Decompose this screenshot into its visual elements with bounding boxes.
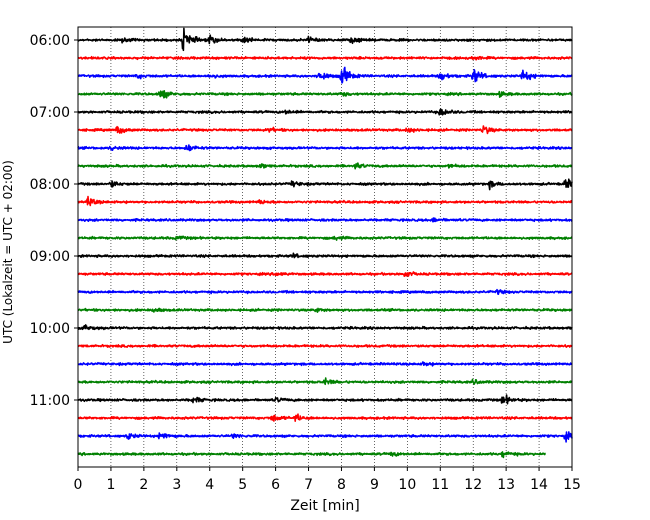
seismic-trace-17 bbox=[77, 343, 573, 348]
x-tick-label: 9 bbox=[370, 477, 379, 493]
seismic-trace-8 bbox=[77, 178, 573, 191]
seismic-trace-19 bbox=[77, 377, 573, 386]
y-tick-label: 10:00 bbox=[30, 321, 70, 337]
y-tick-label: 07:00 bbox=[30, 105, 70, 121]
x-tick-label: 7 bbox=[304, 477, 313, 493]
x-axis-label: Zeit [min] bbox=[290, 498, 359, 514]
x-tick-label: 5 bbox=[238, 477, 247, 493]
seismic-trace-12 bbox=[77, 252, 573, 259]
x-tick-label: 3 bbox=[172, 477, 181, 493]
seismic-trace-0 bbox=[77, 27, 573, 52]
plot-frame bbox=[77, 26, 573, 468]
seismic-trace-6 bbox=[77, 144, 573, 152]
seismic-trace-3 bbox=[77, 90, 573, 99]
seismic-trace-21 bbox=[77, 413, 573, 422]
x-tick-label: 12 bbox=[464, 477, 482, 493]
seismic-trace-23 bbox=[77, 451, 546, 459]
seismic-trace-4 bbox=[77, 108, 573, 116]
seismic-trace-16 bbox=[77, 324, 573, 331]
seismic-trace-15 bbox=[77, 307, 573, 313]
seismic-trace-14 bbox=[77, 288, 573, 295]
y-tick-label: 11:00 bbox=[30, 393, 70, 409]
x-tick-label: 1 bbox=[106, 477, 115, 493]
seismic-trace-9 bbox=[77, 195, 573, 207]
seismic-trace-10 bbox=[77, 217, 573, 223]
y-tick-label: 09:00 bbox=[30, 249, 70, 265]
seismic-trace-20 bbox=[77, 394, 573, 405]
x-tick-label: 13 bbox=[497, 477, 515, 493]
seismic-trace-7 bbox=[77, 162, 573, 170]
seismic-trace-13 bbox=[77, 271, 573, 277]
x-tick-label: 14 bbox=[530, 477, 548, 493]
x-tick-label: 6 bbox=[271, 477, 280, 493]
x-tick-label: 11 bbox=[431, 477, 449, 493]
x-tick-label: 8 bbox=[337, 477, 346, 493]
x-tick-label: 10 bbox=[398, 477, 416, 493]
seismic-trace-5 bbox=[77, 125, 573, 135]
seismic-trace-22 bbox=[77, 431, 573, 443]
x-tick-label: 15 bbox=[563, 477, 581, 493]
y-tick-label: 06:00 bbox=[30, 33, 70, 49]
seismic-trace-18 bbox=[77, 361, 573, 367]
seismic-trace-11 bbox=[77, 235, 573, 241]
seismic-trace-2 bbox=[77, 66, 573, 84]
x-tick-label: 4 bbox=[205, 477, 214, 493]
x-tick-label: 2 bbox=[139, 477, 148, 493]
x-tick-label: 0 bbox=[74, 477, 83, 493]
y-tick-label: 08:00 bbox=[30, 177, 70, 193]
seismic-trace-1 bbox=[77, 55, 573, 61]
y-axis-label: UTC (Lokalzeit = UTC + 02:00) bbox=[1, 160, 15, 344]
